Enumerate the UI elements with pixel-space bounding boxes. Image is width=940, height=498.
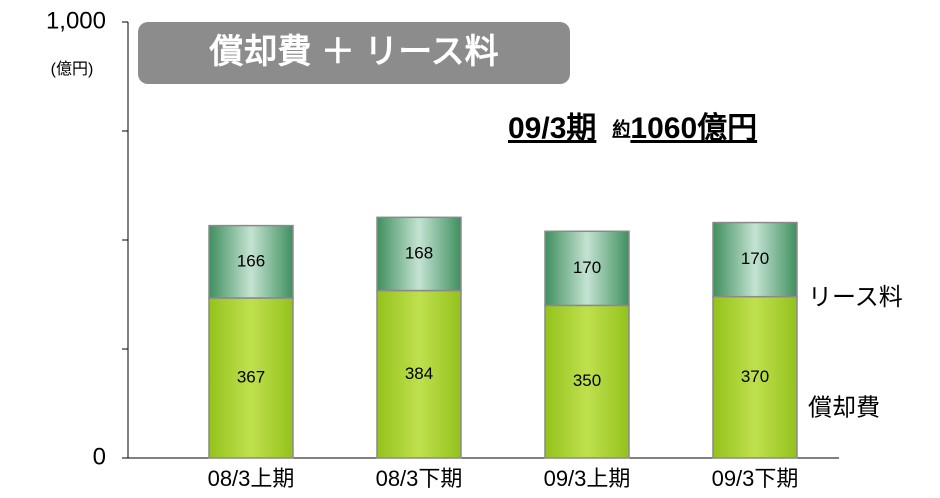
value-label: 350 (573, 371, 601, 390)
bar-segment (544, 230, 630, 307)
bar-segment (544, 304, 630, 459)
value-label: 170 (573, 258, 601, 277)
legend-label: リース料 (808, 284, 903, 311)
bar-segment (712, 295, 798, 459)
title-box (138, 22, 570, 84)
value-label: 367 (237, 367, 265, 386)
annotation-part: 09/3期 (508, 112, 596, 145)
value-label: 168 (405, 243, 433, 262)
annotation: 09/3期 約1060億円 (508, 112, 757, 145)
x-tick-label: 08/3上期 (208, 466, 295, 491)
x-tick-label: 09/3上期 (544, 466, 631, 491)
chart-title: 償却費 ＋ リース料 (208, 33, 498, 71)
value-label: 384 (405, 364, 433, 383)
value-label: 170 (741, 249, 769, 268)
bar-segment (376, 216, 462, 292)
x-tick-label: 09/3下期 (712, 466, 799, 491)
value-label: 370 (741, 367, 769, 386)
bar-segment (376, 289, 462, 459)
y-tick-label: 0 (93, 443, 106, 470)
y-tick-label: 1,000 (46, 7, 106, 34)
bar-segment (712, 221, 798, 298)
annotation-part: 1060億円 (630, 112, 757, 145)
bar-segment (208, 224, 294, 299)
value-label: 166 (237, 251, 265, 270)
legend-label: 償却費 (808, 395, 880, 422)
x-tick-label: 08/3下期 (376, 466, 463, 491)
annotation-part: 約 (612, 118, 630, 139)
y-unit: (億円) (51, 60, 94, 78)
